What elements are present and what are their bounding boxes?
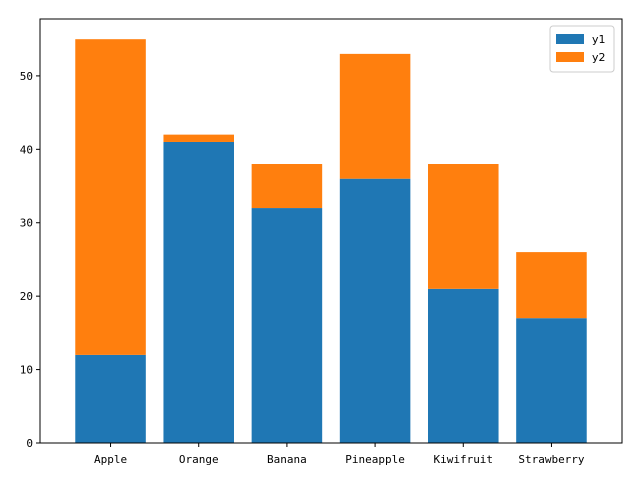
y-axis: 0 10 20 30 40 50: [20, 70, 40, 450]
bar-y1-banana: [251, 208, 323, 443]
bar-y2-orange: [163, 134, 234, 142]
bar-y1-apple: [75, 354, 146, 443]
bar-y2-kiwifruit: [428, 164, 499, 289]
y-tick-label: 40: [20, 143, 33, 156]
y-tick-label: 50: [20, 70, 33, 83]
y-tick-label: 0: [26, 437, 33, 450]
bar-y1-kiwifruit: [428, 288, 499, 443]
bar-y2-apple: [75, 39, 146, 355]
bar-y2-banana: [251, 164, 323, 209]
bar-y2-strawberry: [516, 252, 587, 319]
y-tick-label: 20: [20, 290, 33, 303]
bars-group: [75, 39, 587, 444]
plot-frame: [39, 18, 623, 444]
legend-swatch-y1: [556, 34, 584, 44]
x-axis: Apple Orange Banana Pineapple Kiwifruit Straw…: [94, 443, 585, 466]
x-tick-label: Strawberry: [518, 453, 585, 466]
x-tick-label: Orange: [179, 453, 219, 466]
x-tick-label: Kiwifruit: [433, 453, 493, 466]
bar-y1-pineapple: [339, 178, 411, 444]
legend-swatch-y2: [556, 52, 584, 62]
bar-y1-orange: [163, 141, 234, 444]
y-tick-label: 30: [20, 217, 33, 230]
bar-y1-strawberry: [516, 318, 587, 443]
y-tick-label: 10: [20, 364, 33, 377]
legend-label-y2: y2: [592, 51, 606, 64]
x-tick-label: Banana: [267, 453, 307, 466]
x-tick-label: Apple: [94, 453, 127, 466]
legend-label-y1: y1: [592, 33, 606, 46]
bar-y2-pineapple: [339, 53, 411, 179]
x-tick-label: Pineapple: [345, 453, 405, 466]
